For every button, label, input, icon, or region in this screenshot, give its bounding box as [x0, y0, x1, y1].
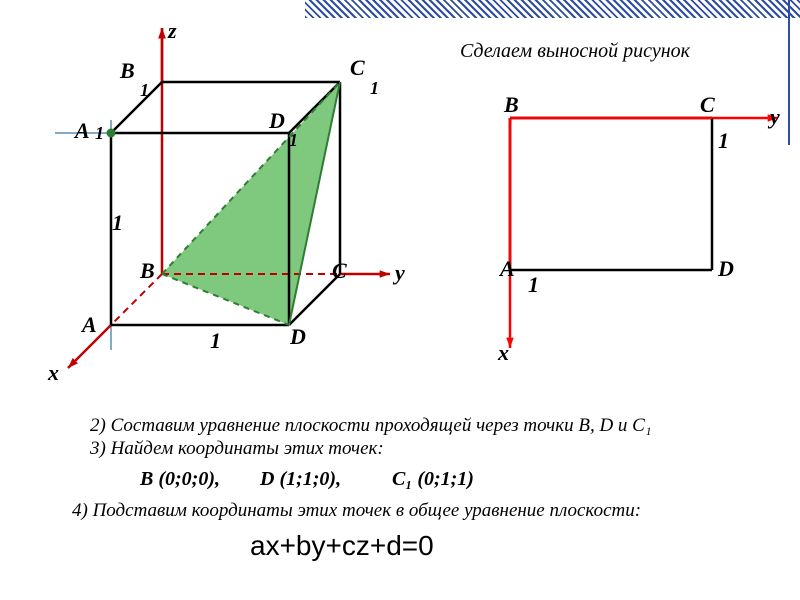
- vertex-C1: C: [350, 55, 365, 81]
- vertex-A1-sub: 1: [95, 123, 104, 144]
- vertex-A: A: [82, 312, 97, 338]
- plane-equation: ax+by+cz+d=0: [250, 530, 434, 562]
- unit-left: 1: [112, 210, 123, 236]
- flat-one-left: 1: [528, 272, 539, 298]
- coords-B: B (0;0;0),: [140, 468, 220, 491]
- vertex-D1: D: [269, 108, 285, 134]
- axis-y-label: y: [395, 260, 405, 286]
- vertex-C1-sub: 1: [370, 78, 379, 99]
- vertex-B1: B: [120, 58, 135, 84]
- axis-x-label: x: [48, 360, 59, 386]
- vertex-A1: A: [75, 118, 90, 144]
- flat-y: y: [770, 104, 780, 130]
- flat-C: C: [700, 92, 715, 118]
- step-2: 2) Составим уравнение плоскости проходящ…: [90, 415, 651, 437]
- step-4: 4) Подставим координаты этих точек в общ…: [72, 500, 641, 522]
- vertex-B: B: [140, 258, 155, 284]
- flat-A: A: [500, 256, 515, 282]
- vertex-D: D: [290, 324, 306, 350]
- unit-bottom: 1: [210, 328, 221, 354]
- caption-1: Сделаем выносной рисунок: [460, 40, 690, 63]
- axis-z-label: z: [168, 18, 177, 44]
- flat-one-top: 1: [718, 128, 729, 154]
- vertex-C: C: [332, 258, 347, 284]
- flat-D: D: [718, 256, 734, 282]
- vertex-D1-sub: 1: [289, 130, 298, 151]
- flat-x: x: [498, 340, 509, 366]
- step-3: 3) Найдем координаты этих точек:: [90, 438, 384, 460]
- coords-D: D (1;1;0),: [260, 468, 341, 491]
- vertex-B1-sub: 1: [140, 80, 149, 101]
- flat-B: B: [504, 92, 519, 118]
- coords-C1: C₁ (0;1;1): [392, 468, 474, 491]
